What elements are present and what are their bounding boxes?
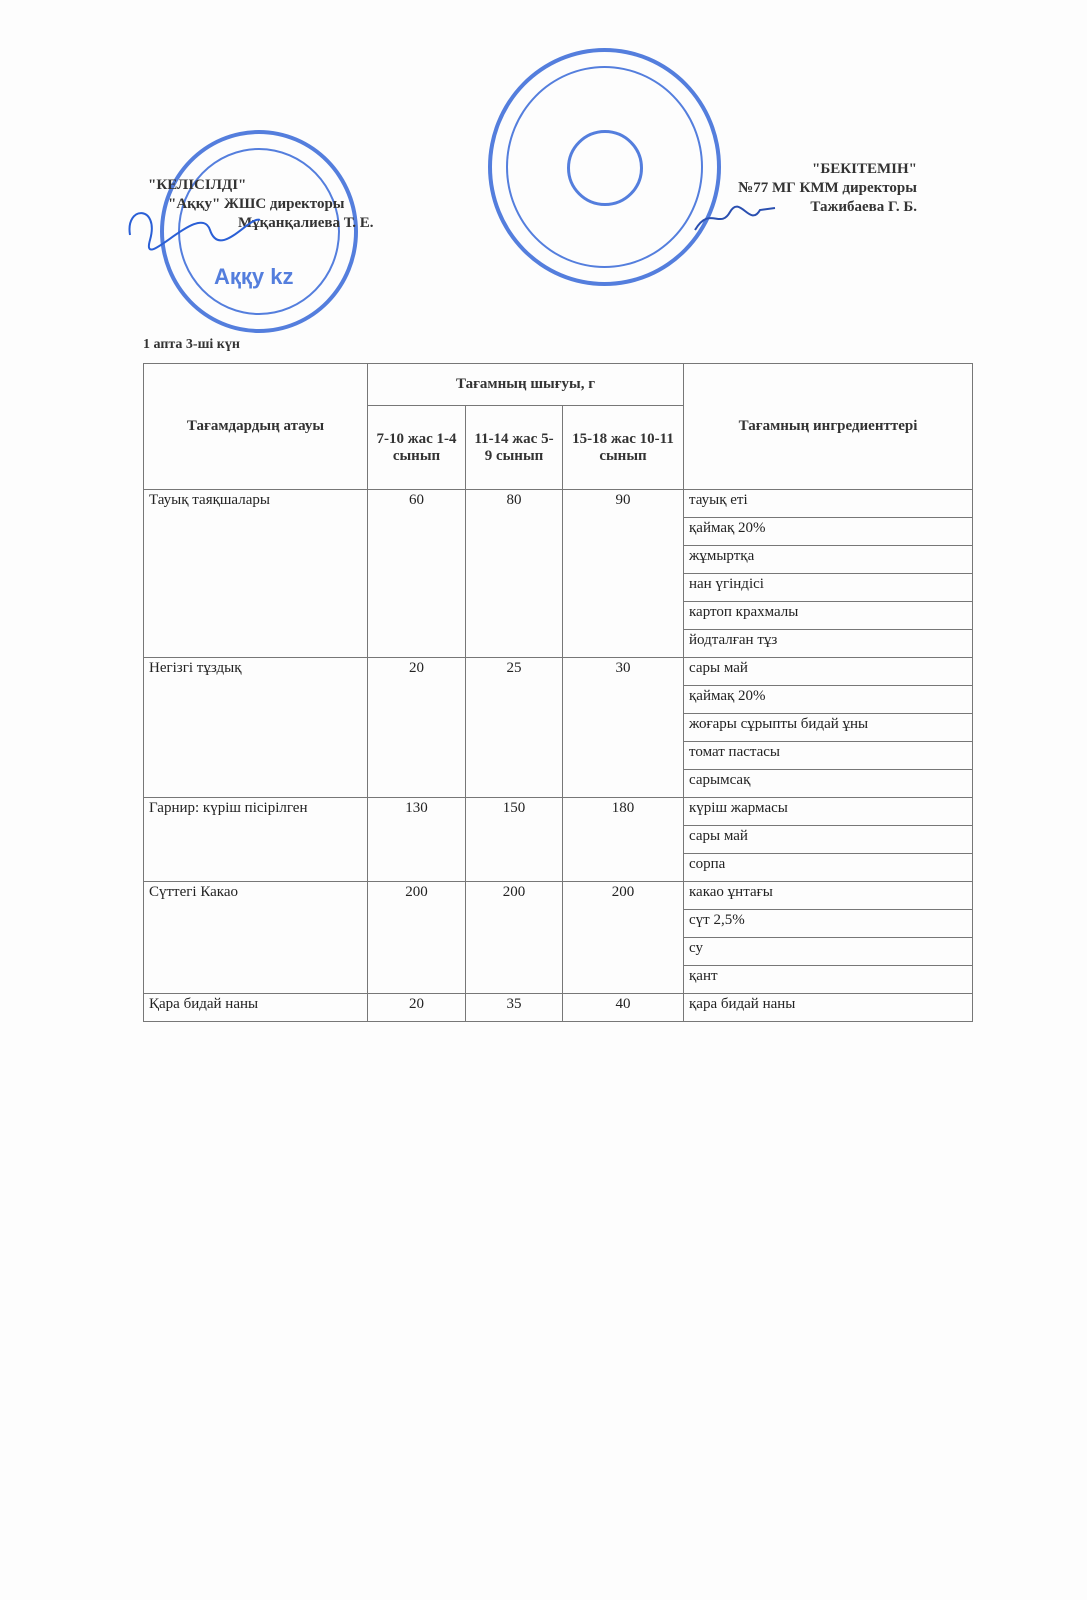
table-row: жұмыртқа — [144, 545, 973, 574]
day-label: 1 апта 3-ші күн — [143, 337, 240, 352]
yield-value: 200 — [562, 881, 684, 994]
ingredient: сорпа — [683, 853, 973, 882]
table-row: томат пастасы — [144, 741, 973, 770]
yield-value: 35 — [465, 993, 563, 1022]
yield-value: 30 — [562, 657, 684, 798]
yield-value: 90 — [562, 489, 684, 658]
ingredient: йодталған тұз — [683, 629, 973, 658]
ingredient: қара бидай наны — [683, 993, 973, 1022]
yield-value: 60 — [367, 489, 466, 658]
menu-table: Тағамдардың атауы Тағамның шығуы, г Таға… — [143, 363, 973, 1022]
table-row: су — [144, 937, 973, 966]
ingredient: тауық еті — [683, 489, 973, 518]
header-dish-name: Тағамдардың атауы — [143, 363, 368, 490]
header-age-15-18: 15-18 жас 10-11 сынып — [562, 405, 684, 490]
ingredient: сүт 2,5% — [683, 909, 973, 938]
table-row: нан үгіндісі — [144, 573, 973, 602]
ingredient: жоғары сұрыпты бидай ұны — [683, 713, 973, 742]
table-row: Сүттегі Какао 200 200 200 какао ұнтағы — [143, 881, 973, 994]
header-age-11-14: 11-14 жас 5-9 сынып — [465, 405, 563, 490]
emblem-icon — [567, 130, 643, 206]
agreed-title: "КЕЛІСІЛДІ" — [148, 177, 247, 193]
ingredient: картоп крахмалы — [683, 601, 973, 630]
header-yield: Тағамның шығуы, г — [367, 363, 684, 406]
signature-left — [128, 212, 261, 251]
table-row: сарымсақ — [144, 769, 973, 798]
ingredient: қант — [683, 965, 973, 994]
table-row: йодталған тұз — [144, 629, 973, 658]
table-row: жоғары сұрыпты бидай ұны — [144, 713, 973, 742]
ingredient: сары май — [683, 825, 973, 854]
table-row: қаймақ 20% — [144, 685, 973, 714]
dish-name: Гарнир: күріш пісірілген — [143, 797, 368, 882]
ingredient: томат пастасы — [683, 741, 973, 770]
agreed-name: Мұқанқалиева Т. Е. — [238, 215, 374, 231]
yield-value: 20 — [367, 657, 466, 798]
dish-name: Қара бидай наны — [143, 993, 368, 1022]
yield-value: 200 — [367, 881, 466, 994]
ingredient: сарымсақ — [683, 769, 973, 798]
approved-title: "БЕКІТЕМІН" — [812, 161, 917, 177]
approved-name: Тажибаева Г. Б. — [810, 199, 917, 215]
dish-name: Тауық таяқшалары — [143, 489, 368, 658]
table-row: сорпа — [144, 853, 973, 882]
yield-value: 80 — [465, 489, 563, 658]
table-row: картоп крахмалы — [144, 601, 973, 630]
approved-position: №77 МГ КММ директоры — [738, 180, 917, 196]
dish-name: Негізгі тұздық — [143, 657, 368, 798]
table-row: сары май — [144, 825, 973, 854]
ingredient: сары май — [683, 657, 973, 686]
ingredient: қаймақ 20% — [683, 517, 973, 546]
round-seal — [488, 48, 721, 286]
ingredient: су — [683, 937, 973, 966]
header-ingredients: Тағамның ингредиенттері — [683, 363, 973, 490]
table-row: Негізгі тұздық 20 25 30 сары май — [143, 657, 973, 798]
yield-value: 200 — [465, 881, 563, 994]
yield-value: 25 — [465, 657, 563, 798]
approval-left: "КЕЛІСІЛДІ" "Аққу" ЖШС директоры Мұқанқа… — [148, 176, 374, 233]
table-row: Гарнир: күріш пісірілген 130 150 180 күріш ж… — [143, 797, 973, 882]
table-row: қант — [144, 965, 973, 994]
ingredient: қаймақ 20% — [683, 685, 973, 714]
yield-value: 40 — [562, 993, 684, 1022]
table-row: сүт 2,5% — [144, 909, 973, 938]
agreed-position: "Аққу" ЖШС директоры — [168, 196, 345, 212]
signature — [694, 205, 776, 231]
header-age-7-10: 7-10 жас 1-4 сынып — [367, 405, 466, 490]
yield-value: 20 — [367, 993, 466, 1022]
yield-value: 180 — [562, 797, 684, 882]
stamp-logo-text: Аққу kz — [214, 264, 294, 289]
approval-right: "БЕКІТЕМІН" №77 МГ КММ директоры Тажибае… — [738, 160, 917, 217]
ingredient: жұмыртқа — [683, 545, 973, 574]
table-row: Тауық таяқшалары 60 80 90 тауық еті — [143, 489, 973, 658]
dish-name: Сүттегі Какао — [143, 881, 368, 994]
ingredient: күріш жармасы — [683, 797, 973, 826]
ingredient: какао ұнтағы — [683, 881, 973, 910]
ingredient: нан үгіндісі — [683, 573, 973, 602]
table-row: Қара бидай наны 20 35 40 қара бидай наны — [143, 993, 973, 1022]
yield-value: 150 — [465, 797, 563, 882]
yield-value: 130 — [367, 797, 466, 882]
